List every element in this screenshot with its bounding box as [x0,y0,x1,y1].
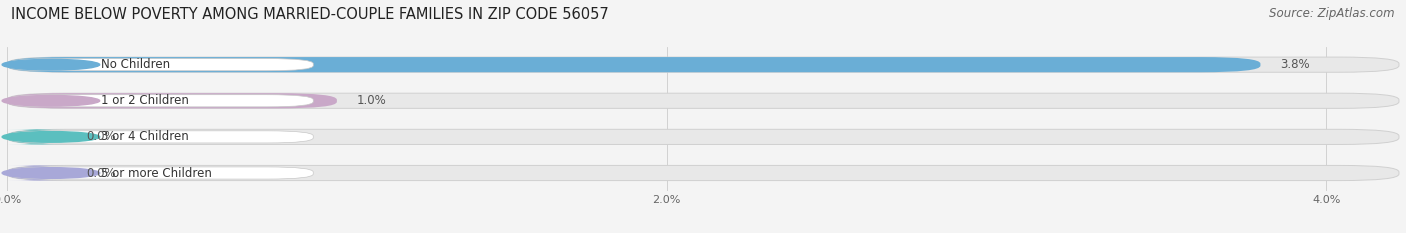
Circle shape [3,96,100,106]
Circle shape [3,168,100,178]
FancyBboxPatch shape [7,57,1260,72]
Text: 0.0%: 0.0% [86,167,115,179]
FancyBboxPatch shape [7,167,314,179]
Text: Source: ZipAtlas.com: Source: ZipAtlas.com [1270,7,1395,20]
FancyBboxPatch shape [7,57,1399,72]
Text: 1.0%: 1.0% [357,94,387,107]
FancyBboxPatch shape [7,165,1399,181]
Text: 1 or 2 Children: 1 or 2 Children [101,94,190,107]
Circle shape [3,132,100,142]
FancyBboxPatch shape [7,93,1399,108]
FancyBboxPatch shape [7,129,1399,144]
Text: No Children: No Children [101,58,170,71]
Text: 0.0%: 0.0% [86,130,115,143]
FancyBboxPatch shape [7,129,66,144]
FancyBboxPatch shape [7,131,314,143]
Circle shape [3,59,100,70]
FancyBboxPatch shape [7,93,337,108]
Text: 3.8%: 3.8% [1281,58,1310,71]
Text: INCOME BELOW POVERTY AMONG MARRIED-COUPLE FAMILIES IN ZIP CODE 56057: INCOME BELOW POVERTY AMONG MARRIED-COUPL… [11,7,609,22]
FancyBboxPatch shape [7,95,314,107]
Text: 5 or more Children: 5 or more Children [101,167,212,179]
FancyBboxPatch shape [7,58,314,71]
FancyBboxPatch shape [7,165,66,181]
Text: 3 or 4 Children: 3 or 4 Children [101,130,190,143]
